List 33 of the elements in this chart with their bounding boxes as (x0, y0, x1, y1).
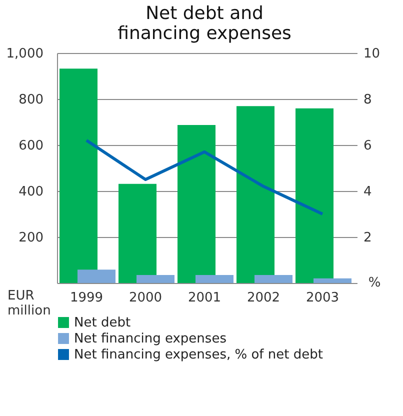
y2-tick-label: 10 (364, 46, 380, 62)
bar (178, 124, 216, 283)
bar (60, 68, 98, 283)
y2-tick-label: 2 (364, 230, 372, 246)
x-tick-label: 2002 (246, 290, 280, 306)
y-tick-label: 400 (18, 184, 44, 200)
text: financing expenses (118, 23, 292, 44)
y2-axis-title: % (368, 276, 381, 290)
y-tick-label: 600 (18, 138, 44, 154)
bar (118, 184, 156, 283)
text: Net debt and (146, 3, 264, 24)
x-tick-label: 2001 (188, 290, 222, 306)
line-series (85, 138, 324, 216)
y2-tick-label: 4 (364, 184, 372, 200)
legend-label: Net financing expenses (74, 332, 227, 346)
y-tick-label: 800 (18, 92, 44, 108)
x-tick-label: 2003 (306, 290, 340, 306)
y2-tick-label: 8 (364, 92, 372, 108)
y-tick-label: 1,000 (6, 46, 44, 62)
bar (296, 108, 334, 283)
bar (136, 274, 174, 283)
x-tick-label: 2000 (128, 290, 162, 306)
bar (254, 274, 292, 283)
bar (196, 274, 234, 283)
bar (78, 270, 116, 283)
bar (314, 278, 352, 283)
y2-tick-label: 6 (364, 138, 372, 154)
legend-label: Net debt (74, 316, 131, 330)
legend-label: Net financing expenses, % of net debt (74, 348, 323, 362)
bar (236, 106, 274, 283)
y-tick-label: 200 (18, 230, 44, 246)
x-tick-label: 1999 (70, 290, 104, 306)
y-axis-title: EUR million (8, 288, 51, 318)
